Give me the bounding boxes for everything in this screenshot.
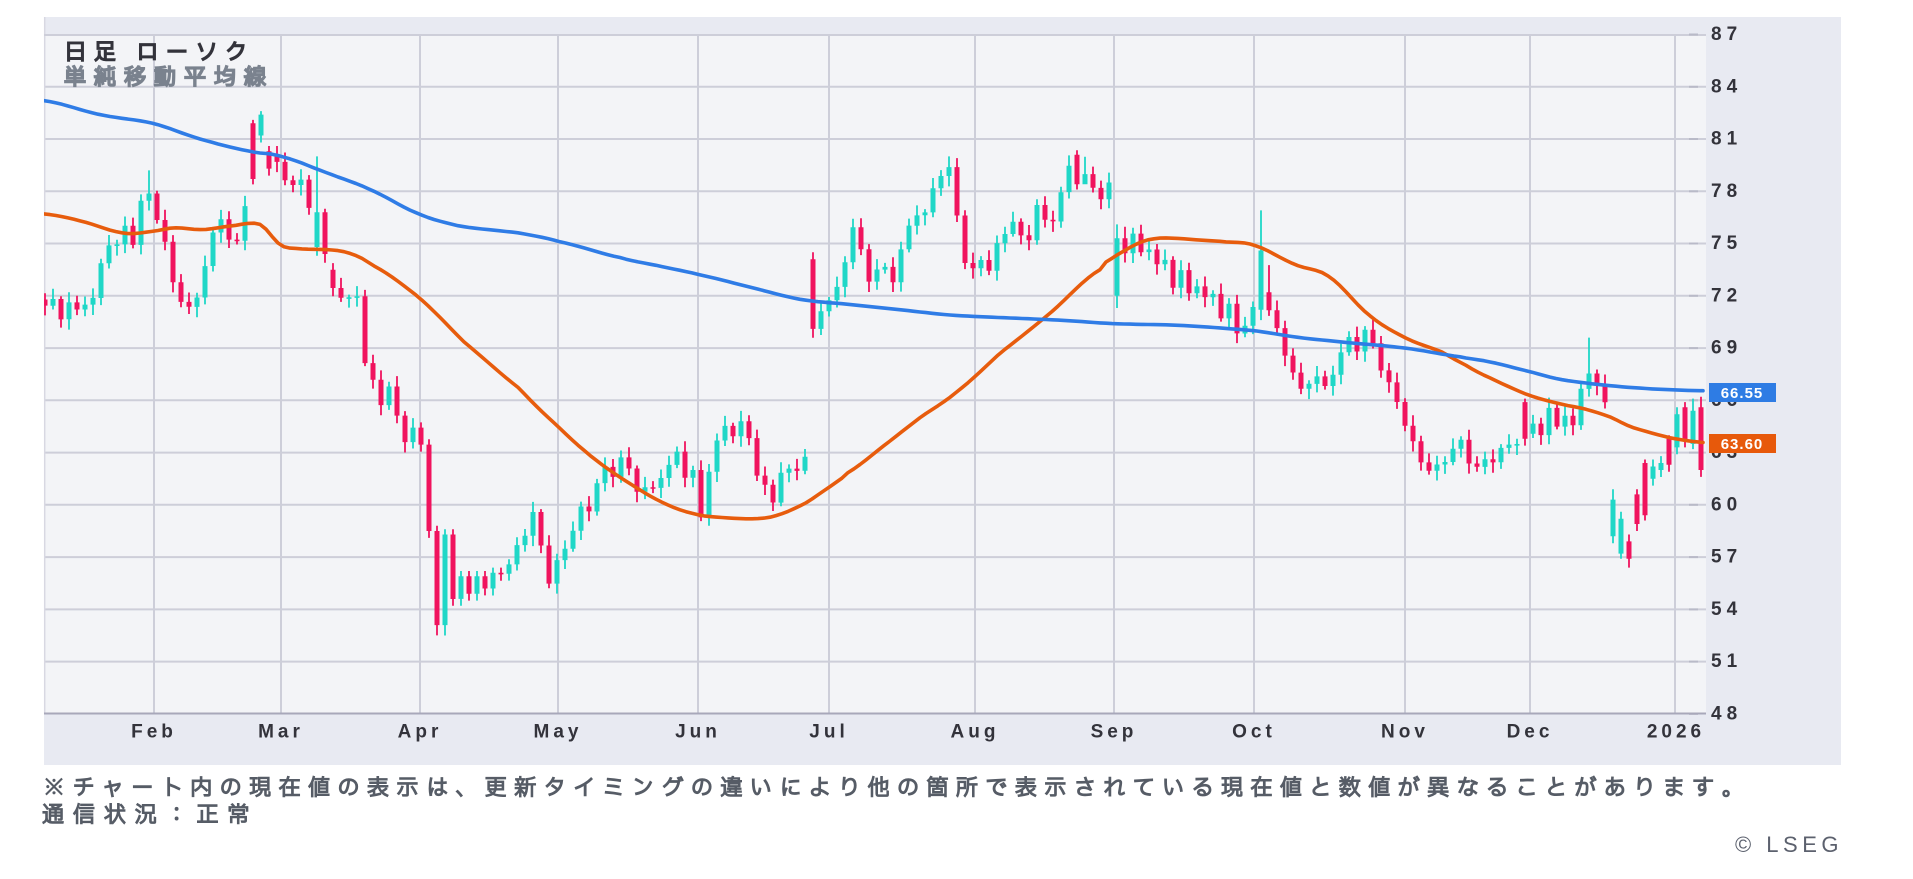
svg-text:Dec: Dec [1507, 722, 1554, 743]
svg-text:57: 57 [1711, 547, 1742, 568]
svg-text:72: 72 [1711, 285, 1742, 306]
svg-text:Jun: Jun [675, 722, 721, 743]
svg-text:Feb: Feb [131, 722, 177, 743]
svg-text:51: 51 [1711, 651, 1742, 672]
svg-text:Jul: Jul [809, 722, 848, 743]
svg-text:Sep: Sep [1091, 722, 1138, 743]
svg-text:Mar: Mar [258, 722, 304, 743]
svg-text:Aug: Aug [951, 722, 1000, 743]
svg-text:Oct: Oct [1232, 722, 1276, 743]
svg-text:87: 87 [1711, 24, 1742, 45]
svg-text:84: 84 [1711, 76, 1742, 97]
svg-text:Apr: Apr [398, 722, 443, 743]
svg-text:81: 81 [1711, 129, 1742, 150]
svg-text:48: 48 [1711, 704, 1742, 725]
svg-text:66.55: 66.55 [1721, 385, 1764, 402]
svg-text:63.60: 63.60 [1721, 436, 1764, 453]
svg-text:Nov: Nov [1381, 722, 1429, 743]
svg-text:54: 54 [1711, 599, 1742, 620]
svg-text:© LSEG: © LSEG [1735, 832, 1843, 857]
svg-text:2026: 2026 [1647, 722, 1705, 743]
svg-text:78: 78 [1711, 181, 1742, 202]
svg-text:75: 75 [1711, 233, 1742, 254]
svg-text:May: May [534, 722, 583, 743]
svg-text:69: 69 [1711, 338, 1742, 359]
svg-text:60: 60 [1711, 494, 1742, 515]
